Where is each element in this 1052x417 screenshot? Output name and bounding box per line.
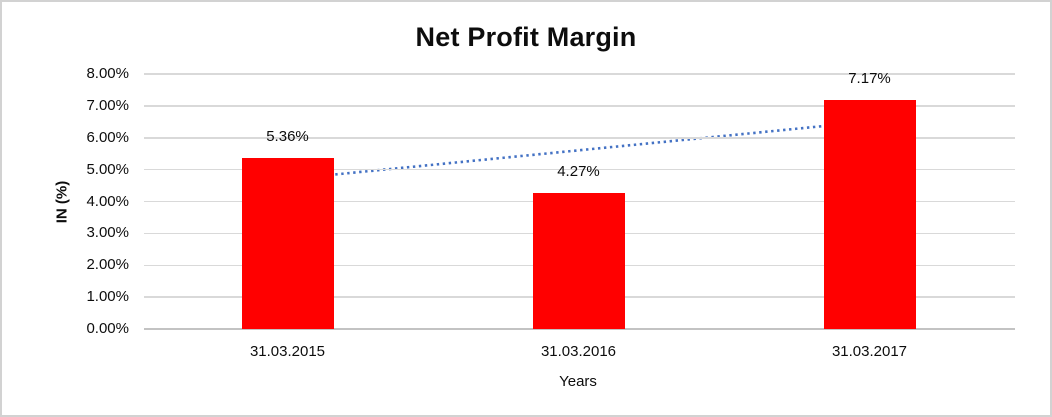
x-tick-label: 31.03.2017: [831, 343, 908, 360]
y-tick-label: 5.00%: [86, 160, 129, 178]
y-tick-label: 7.00%: [86, 96, 129, 114]
bar-31.03.2017: [823, 100, 916, 329]
y-tick-label: 6.00%: [86, 128, 129, 146]
x-axis-line: [144, 328, 1015, 330]
x-tick-label: 31.03.2015: [249, 343, 326, 360]
bar-31.03.2016: [532, 192, 625, 329]
gridline: [144, 73, 1015, 75]
y-tick-label: 8.00%: [86, 65, 129, 82]
y-tick-label: 2.00%: [86, 256, 129, 274]
y-tick-label: 0.00%: [86, 320, 129, 337]
plot-area: 5.36% 4.27% 7.17%: [142, 70, 1015, 330]
x-tick-label: 31.03.2016: [540, 343, 617, 360]
y-tick-label: 4.00%: [86, 192, 129, 210]
y-tick-label: 3.00%: [86, 224, 129, 242]
x-axis-title: Years: [559, 373, 597, 390]
gridline: [144, 168, 1015, 171]
data-label: 7.17%: [848, 70, 891, 88]
bar-31.03.2015: [241, 158, 334, 329]
y-tick-label: 1.00%: [86, 288, 129, 306]
chart-title: Net Profit Margin: [415, 22, 637, 52]
data-label: 4.27%: [557, 162, 600, 180]
gridline: [144, 137, 1015, 139]
gridline: [144, 105, 1015, 107]
data-label: 5.36%: [266, 128, 309, 146]
